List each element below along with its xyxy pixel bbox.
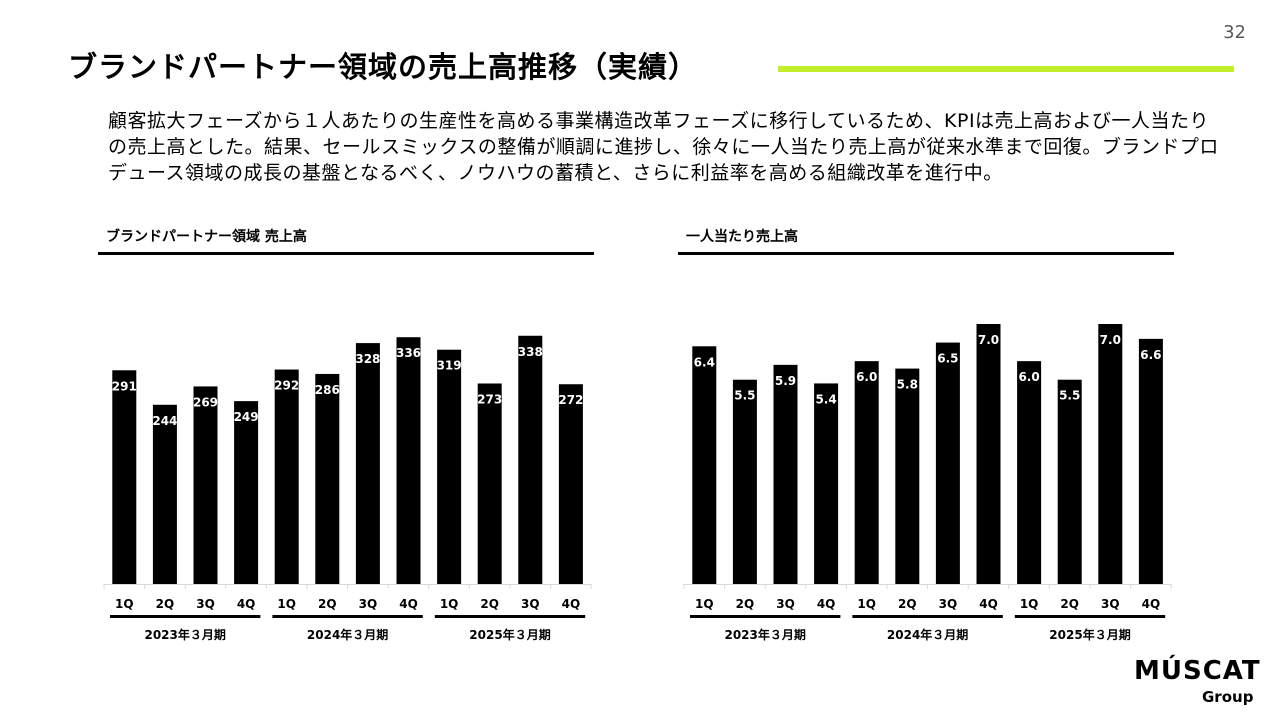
x-tick-label: 3Q — [776, 597, 795, 611]
x-tick-label: 3Q — [1101, 597, 1120, 611]
bar — [814, 383, 839, 584]
x-tick-label: 3Q — [359, 597, 378, 611]
bar-value-label: 5.9 — [775, 374, 796, 388]
bar — [518, 335, 543, 584]
bar — [396, 337, 421, 584]
bar — [437, 349, 462, 584]
bar — [895, 368, 920, 584]
bar-value-label: 6.5 — [937, 352, 958, 366]
bar-value-label: 291 — [112, 379, 137, 393]
group-label: 2023年３月期 — [144, 627, 225, 642]
bar-value-label: 5.4 — [815, 392, 836, 406]
bar — [976, 324, 1001, 584]
bar-value-label: 5.5 — [734, 389, 755, 403]
x-tick-label: 4Q — [1142, 597, 1161, 611]
bar — [692, 346, 717, 584]
logo-subtitle: Group — [1202, 688, 1254, 706]
group-label: 2024年３月期 — [887, 627, 968, 642]
bar — [773, 364, 798, 584]
group-label: 2025年３月期 — [469, 627, 550, 642]
x-tick-label: 4Q — [562, 597, 581, 611]
bar-value-label: 269 — [193, 395, 218, 409]
bar — [1017, 361, 1042, 584]
chart-title-rule — [98, 252, 594, 255]
bar-value-label: 328 — [355, 352, 380, 366]
group-underline — [1014, 615, 1166, 618]
x-tick-label: 2Q — [736, 597, 755, 611]
per-person-chart-panel: 一人当たり売上高 6.4 1Q 5.5 2Q 5.9 3Q 5.4 4Q 6.0 1Q 5.8 2Q 6… — [676, 222, 1176, 652]
group-underline — [110, 615, 261, 618]
bar — [112, 370, 137, 584]
x-tick-label: 3Q — [196, 597, 215, 611]
x-tick-label: 1Q — [440, 597, 459, 611]
x-tick-label: 4Q — [979, 597, 998, 611]
title-accent-bar — [778, 66, 1234, 72]
bar — [1098, 324, 1123, 584]
x-tick-label: 1Q — [1020, 597, 1039, 611]
x-tick-label: 4Q — [237, 597, 256, 611]
x-tick-label: 2Q — [156, 597, 175, 611]
x-tick-label: 2Q — [1060, 597, 1079, 611]
bar-value-label: 6.4 — [694, 355, 715, 369]
bar — [1138, 338, 1163, 584]
page-title: ブランドパートナー領域の売上高推移（実績） — [68, 50, 699, 84]
bar — [477, 383, 502, 584]
group-underline — [434, 615, 586, 618]
x-tick-label: 2Q — [898, 597, 917, 611]
x-tick-label: 1Q — [277, 597, 296, 611]
x-tick-label: 2Q — [318, 597, 337, 611]
bar-value-label: 5.5 — [1059, 389, 1080, 403]
x-tick-label: 2Q — [480, 597, 499, 611]
bar — [274, 369, 299, 584]
bar-value-label: 6.0 — [1018, 370, 1039, 384]
bar-value-label: 6.0 — [856, 370, 877, 384]
x-tick-label: 1Q — [857, 597, 876, 611]
bar-value-label: 244 — [152, 414, 177, 428]
bar-value-label: 249 — [234, 410, 259, 424]
group-label: 2025年３月期 — [1049, 627, 1130, 642]
sales-bar-chart: 291 1Q 244 2Q 269 3Q 249 4Q 292 1Q 286 2Q 328 3Q 336 4Q… — [103, 335, 592, 642]
bar-value-label: 338 — [518, 345, 543, 359]
x-tick-label: 4Q — [399, 597, 418, 611]
x-tick-label: 4Q — [817, 597, 836, 611]
bar — [1057, 379, 1082, 584]
per-person-bar-chart: 6.4 1Q 5.5 2Q 5.9 3Q 5.4 4Q 6.0 1Q 5.8 2Q 6.5 3Q 7.0 4Q… — [683, 324, 1172, 642]
page-number: 32 — [1223, 22, 1246, 43]
bar-value-label: 292 — [274, 379, 299, 393]
group-underline — [272, 615, 423, 618]
bar-value-label: 273 — [477, 392, 502, 406]
x-tick-label: 3Q — [521, 597, 540, 611]
intro-paragraph: 顧客拡大フェーズから１人あたりの生産性を高める事業構造改革フェーズに移行している… — [108, 110, 1219, 184]
x-tick-label: 3Q — [939, 597, 958, 611]
bar — [152, 404, 177, 584]
bar-value-label: 272 — [558, 393, 583, 407]
bar-value-label: 7.0 — [1100, 333, 1121, 347]
bar-value-label: 286 — [315, 383, 340, 397]
bar-value-label: 5.8 — [897, 378, 918, 392]
bar-value-label: 7.0 — [978, 333, 999, 347]
muscat-group-logo: MÚSCAT Group — [1128, 652, 1268, 712]
bar — [854, 361, 879, 584]
group-label: 2023年３月期 — [724, 627, 805, 642]
chart-title: ブランドパートナー領域 売上高 — [106, 229, 307, 245]
x-tick-label: 1Q — [695, 597, 714, 611]
bar — [315, 373, 340, 584]
bar — [355, 343, 380, 584]
bar — [234, 401, 259, 584]
chart-title: 一人当たり売上高 — [686, 229, 798, 245]
bar — [935, 342, 960, 584]
bar — [558, 384, 583, 584]
bar-value-label: 6.6 — [1140, 348, 1161, 362]
group-label: 2024年３月期 — [307, 627, 388, 642]
sales-chart-panel: ブランドパートナー領域 売上高 291 1Q 244 2Q 269 3Q 249 4Q 292 1… — [96, 222, 596, 652]
logo-wordmark: MÚSCAT — [1134, 656, 1261, 686]
bar-value-label: 319 — [437, 359, 462, 373]
group-underline — [852, 615, 1003, 618]
bar — [732, 379, 757, 584]
bar-value-label: 336 — [396, 346, 421, 360]
x-tick-label: 1Q — [115, 597, 134, 611]
chart-title-rule — [678, 252, 1174, 255]
group-underline — [690, 615, 841, 618]
bar — [193, 386, 218, 584]
